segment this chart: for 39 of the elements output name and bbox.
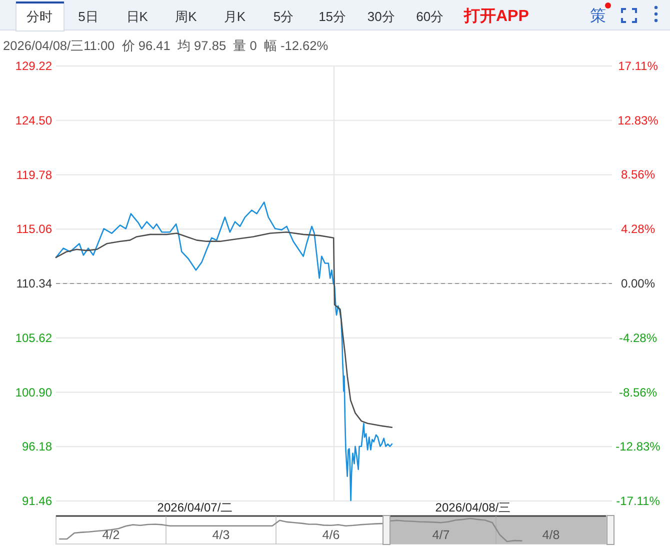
y2-tick-label: -17.11% [616, 494, 660, 508]
text: 打开APP [463, 6, 530, 24]
x-tick-label: 2026/04/08/三 [435, 500, 511, 514]
x-tick-label: 4/8 [542, 528, 560, 542]
x-tick-label: 2026/04/07/二 [157, 500, 233, 514]
x-tick-label: 4/6 [322, 528, 340, 542]
y-tick-label: 100.90 [15, 385, 52, 400]
y-tick-label: 115.06 [16, 222, 52, 236]
text: 15分 [318, 8, 346, 24]
text: 月K [224, 8, 246, 24]
y-tick-label: 129.22 [15, 59, 52, 73]
y-tick-label: 105.62 [15, 330, 52, 345]
text: 5分 [273, 8, 294, 24]
x-tick-label: 4/2 [102, 528, 120, 542]
y2-tick-label: 8.56% [620, 168, 656, 182]
text: 30分 [367, 8, 395, 24]
text: 分时 [26, 8, 52, 24]
y-tick-label: 119.78 [16, 168, 52, 182]
y-tick-label: 91.46 [22, 494, 52, 508]
text: 5日 [78, 8, 98, 24]
y-tick-label: 96.18 [22, 440, 52, 454]
text: 日K [126, 8, 148, 24]
y2-tick-label: 0.00% [620, 276, 656, 290]
y2-tick-label: -12.83% [616, 440, 661, 454]
y2-tick-label: 17.11% [618, 59, 658, 73]
line-series [55, 231, 393, 428]
line-series [55, 202, 393, 502]
y2-tick-label: -4.28% [618, 330, 658, 345]
x-tick-label: 4/3 [212, 528, 230, 542]
text: 周K [175, 8, 198, 24]
y-tick-label: 110.34 [16, 276, 52, 290]
y2-tick-label: 12.83% [618, 113, 659, 128]
y2-tick-label: 4.28% [620, 222, 656, 236]
text: 60分 [416, 8, 444, 24]
chart-subtitle: 2026/04/08/三11:00 价 96.41 均 97.85 量 0 幅 -12.62% [3, 38, 328, 52]
y-tick-label: 124.50 [15, 113, 52, 128]
x-tick-label: 4/7 [432, 528, 450, 542]
y2-tick-label: -8.56% [618, 385, 658, 400]
text: 策 [590, 6, 606, 24]
